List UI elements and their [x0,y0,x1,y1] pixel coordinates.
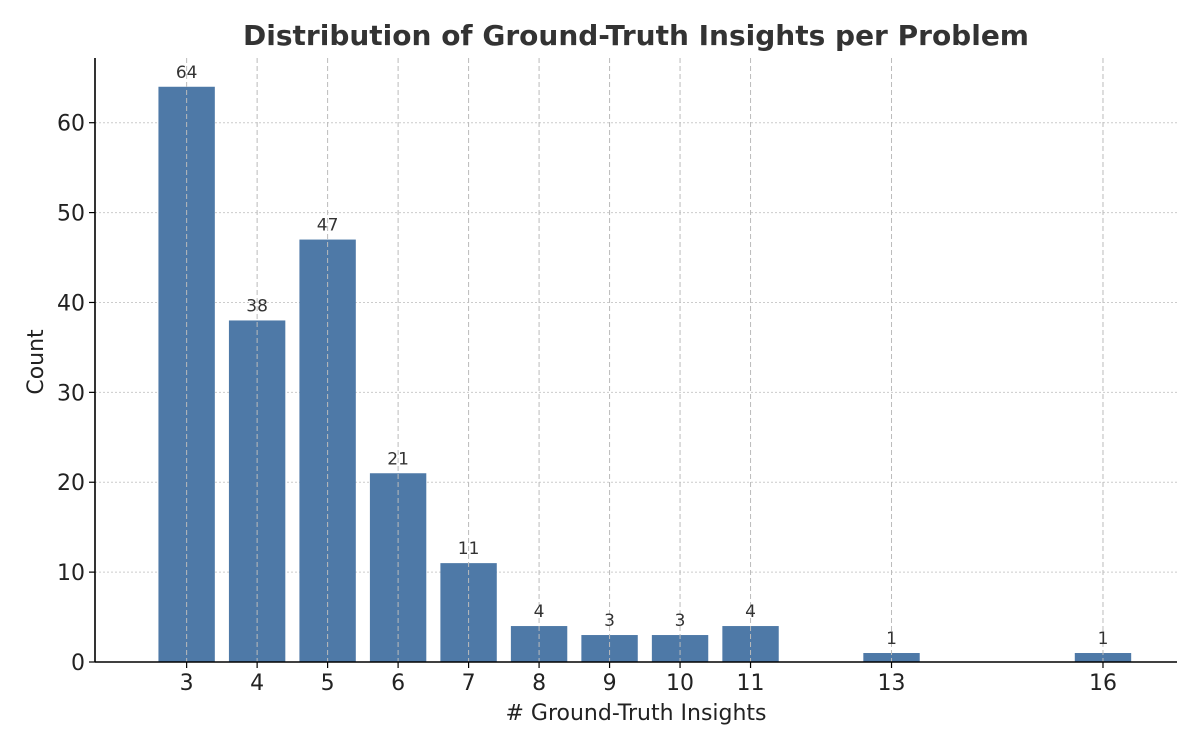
bar-value-label: 21 [387,449,409,469]
x-tick-label: 4 [250,671,264,696]
x-tick-label: 16 [1089,671,1117,696]
bar-value-label: 38 [246,296,268,316]
x-tick-label: 9 [603,671,617,696]
x-axis-label: # Ground-Truth Insights [505,701,766,726]
y-tick-label: 40 [57,291,85,316]
chart-title: Distribution of Ground-Truth Insights pe… [243,19,1029,52]
x-tick-label: 13 [878,671,906,696]
y-axis-label: Count [24,329,49,395]
bar-value-label: 4 [745,602,756,622]
bar [1074,653,1132,662]
x-tick-label: 8 [532,671,546,696]
x-tick-label: 5 [321,671,335,696]
y-tick-label: 10 [57,561,85,586]
y-tick-label: 20 [57,471,85,496]
y-tick-label: 50 [57,202,85,227]
bar-value-label: 11 [458,539,480,559]
bars [158,86,1132,663]
bar [651,635,709,662]
bar [863,653,920,662]
bar-value-label: 4 [534,602,545,622]
x-tick-label: 7 [462,671,476,696]
x-tick-label: 3 [180,671,194,696]
bar-value-label: 47 [317,216,339,236]
bar-value-label: 3 [675,611,686,631]
y-tick-label: 60 [57,112,85,137]
y-tick-label: 0 [71,651,85,676]
bar-value-label: 3 [604,611,615,631]
y-tick-label: 30 [57,381,85,406]
x-tick-label: 11 [737,671,765,696]
x-tick-label: 6 [391,671,405,696]
bar-value-label: 1 [886,629,897,649]
bar-value-label: 64 [176,63,198,83]
bar [581,635,638,662]
bar-value-label: 1 [1098,629,1109,649]
x-tick-label: 10 [666,671,694,696]
